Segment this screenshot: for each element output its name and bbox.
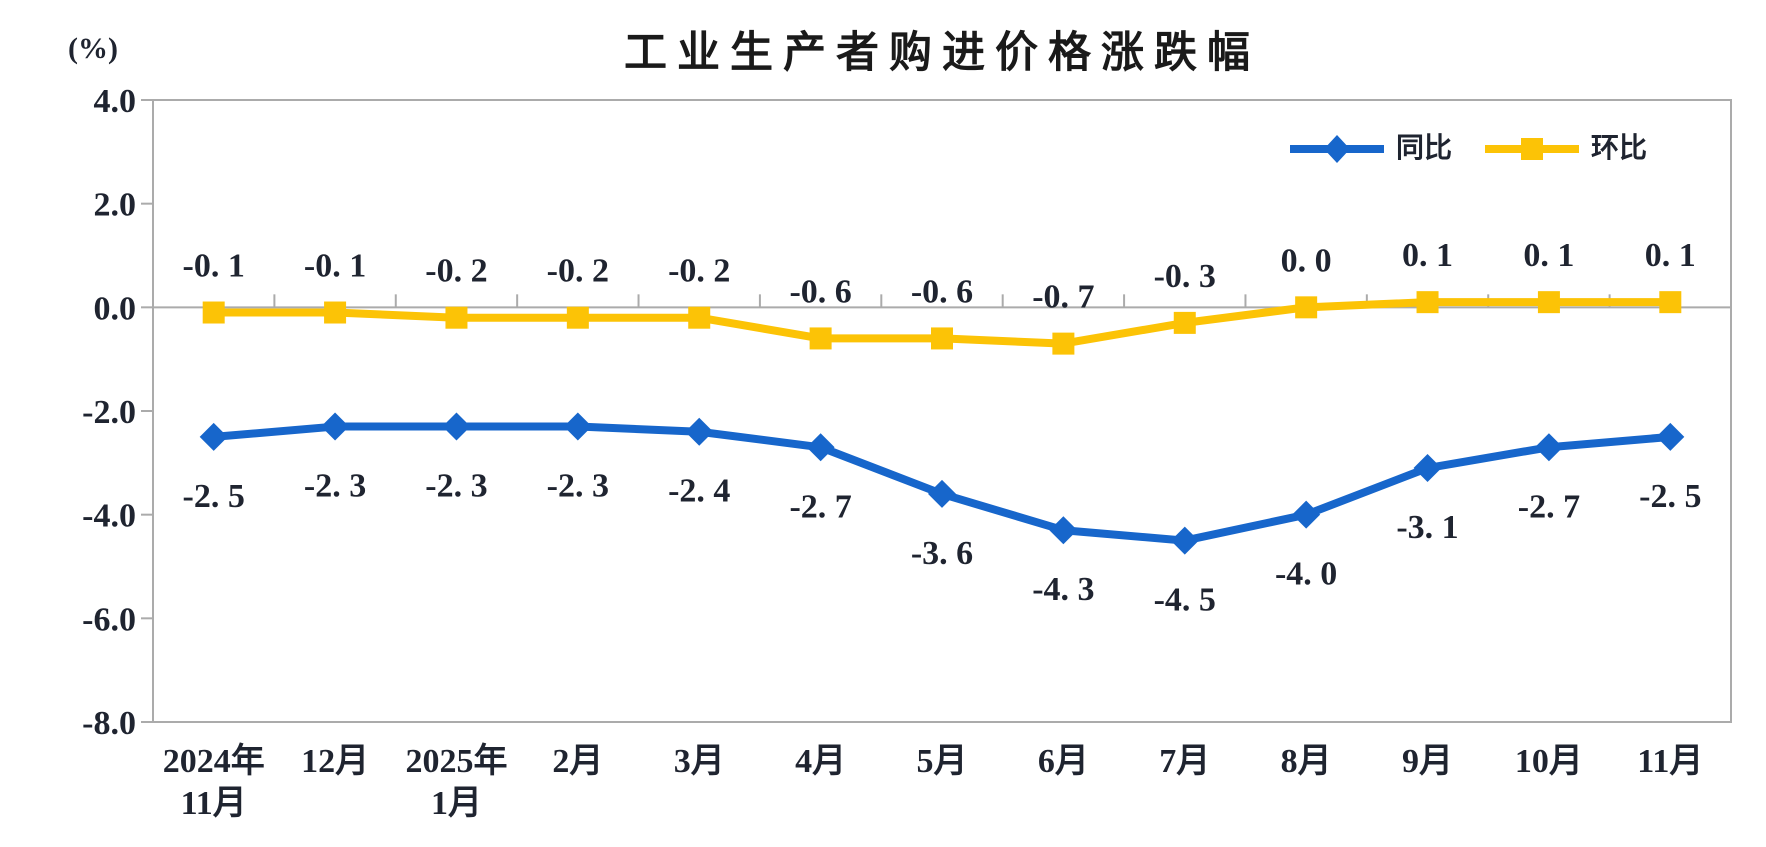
y-axis-tick-label-1: 2.0 [94,187,137,224]
data-label-同比-11: -2. 7 [1518,488,1580,525]
data-label-环比-6: -0. 6 [911,273,973,310]
data-label-同比-12: -2. 5 [1639,478,1701,515]
diamond-marker-同比-6 [928,479,956,508]
x-axis-label-2: 2025年 1月 [405,742,507,822]
square-marker-环比-5 [809,327,832,350]
y-axis-unit-label: (%) [68,32,118,65]
legend: 同比 环比 [1287,134,1647,164]
legend-label-huanbi: 环比 [1591,133,1648,164]
x-axis-label-10: 9月 [1402,743,1453,780]
x-axis-label-12: 11月 [1637,743,1703,780]
diamond-marker-同比-7 [1049,516,1078,545]
square-marker-环比-0 [202,301,225,324]
square-marker-环比-2 [445,306,468,329]
data-label-环比-12: 0. 1 [1645,237,1696,274]
legend-label-tongbi: 同比 [1396,133,1453,164]
diamond-marker-同比-12 [1656,422,1685,451]
data-label-环比-9: 0. 0 [1281,242,1332,279]
diamond-marker-同比-0 [199,422,228,451]
square-marker-环比-8 [1173,311,1196,334]
diamond-marker-同比-3 [563,412,592,441]
diamond-marker-同比-2 [442,412,471,441]
chart-title: 工业生产者购进价格涨跌幅 [624,30,1260,77]
square-marker-环比-9 [1295,296,1318,319]
square-marker-环比-1 [324,301,347,324]
plot-border [152,99,1732,723]
legend-item-huanbi: 环比 [1482,134,1647,164]
data-label-同比-4: -2. 4 [668,473,730,510]
diamond-marker-同比-11 [1534,433,1563,462]
data-label-同比-5: -2. 7 [789,488,851,525]
data-label-同比-10: -3. 1 [1396,509,1458,546]
data-label-同比-3: -2. 3 [547,468,609,505]
square-marker-环比-12 [1659,291,1682,314]
data-label-同比-7: -4. 3 [1032,571,1094,608]
x-axis-label-0: 2024年 11月 [163,742,265,822]
data-label-环比-4: -0. 2 [668,253,730,290]
square-marker-环比-7 [1052,332,1075,355]
huanbi-line-square-icon [1485,138,1580,160]
data-label-环比-10: 0. 1 [1402,237,1453,274]
x-axis-label-6: 5月 [917,743,968,780]
data-label-环比-0: -0. 1 [183,248,245,285]
data-label-同比-8: -4. 5 [1154,582,1216,619]
x-axis-label-9: 8月 [1281,743,1332,780]
y-axis-tick-label-2: 0.0 [94,290,137,327]
y-axis-tick-label-3: -2.0 [82,394,136,431]
data-label-环比-11: 0. 1 [1523,237,1574,274]
diamond-marker-同比-4 [685,417,714,446]
diamond-marker-同比-1 [321,412,350,441]
x-axis-label-3: 2月 [552,743,603,780]
diamond-marker-同比-10 [1413,454,1442,483]
x-axis-label-1: 12月 [301,743,369,780]
legend-item-tongbi: 同比 [1287,134,1452,164]
square-marker-环比-10 [1416,291,1439,314]
diamond-marker-同比-9 [1292,500,1321,529]
square-marker-环比-4 [688,306,711,329]
data-label-同比-2: -2. 3 [425,468,487,505]
data-label-同比-1: -2. 3 [304,468,366,505]
data-label-环比-1: -0. 1 [304,248,366,285]
y-axis-tick-label-0: 4.0 [94,83,137,120]
y-axis-tick-label-4: -4.0 [82,498,136,535]
x-axis-label-5: 4月 [795,743,846,780]
data-label-环比-8: -0. 3 [1154,258,1216,295]
diamond-marker-同比-5 [806,433,835,462]
x-axis-label-7: 6月 [1038,743,1089,780]
data-label-同比-0: -2. 5 [183,478,245,515]
x-axis-label-11: 10月 [1515,743,1583,780]
y-axis-tick-label-5: -6.0 [82,601,136,638]
data-label-环比-3: -0. 2 [547,253,609,290]
data-label-环比-2: -0. 2 [425,253,487,290]
square-marker-环比-3 [566,306,589,329]
data-label-环比-7: -0. 7 [1032,279,1094,316]
square-marker-环比-11 [1537,291,1560,314]
x-axis-label-8: 7月 [1159,743,1210,780]
diamond-marker-同比-8 [1170,526,1199,555]
x-axis-label-4: 3月 [674,743,725,780]
square-marker-环比-6 [931,327,953,350]
tongbi-line-diamond-icon [1290,135,1384,163]
data-label-同比-9: -4. 0 [1275,556,1337,593]
data-label-环比-5: -0. 6 [789,273,851,310]
y-axis-tick-label-6: -8.0 [82,705,136,742]
data-label-同比-6: -3. 6 [911,535,973,572]
